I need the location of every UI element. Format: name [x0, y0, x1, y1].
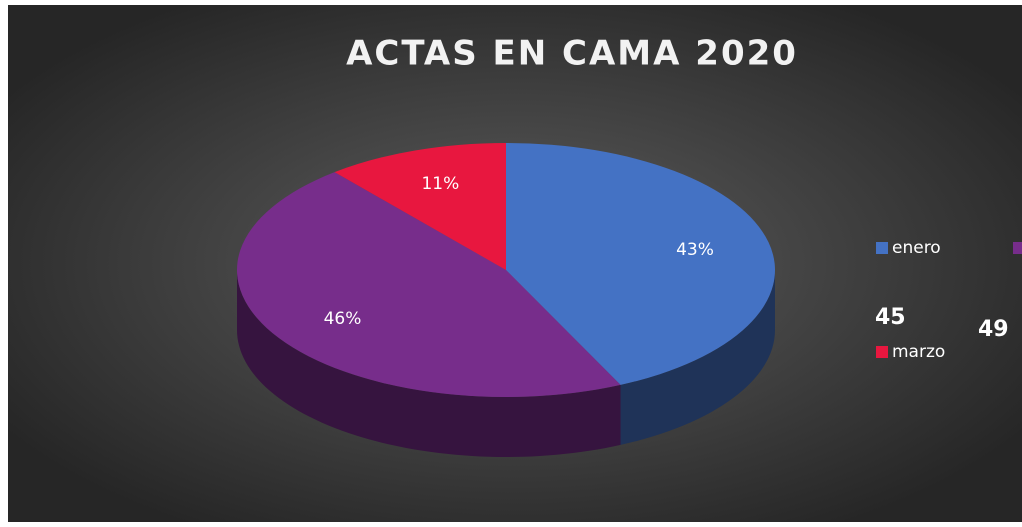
slice	[237, 172, 621, 397]
slice	[334, 143, 506, 270]
annotation: 45	[875, 305, 906, 330]
chart-title: ACTAS EN CAMA 2020	[346, 34, 798, 74]
slice	[506, 143, 775, 385]
slice-side	[620, 270, 775, 445]
legend-swatch	[876, 346, 888, 358]
data-label: 11%	[421, 174, 459, 194]
legend-swatch	[876, 242, 888, 254]
legend-swatch	[1013, 242, 1022, 254]
slice-side	[237, 270, 621, 457]
legend-label: marzo	[892, 342, 945, 362]
data-label: 46%	[324, 309, 362, 329]
data-label: 43%	[676, 240, 714, 260]
legend-label: enero	[892, 238, 941, 258]
annotation: 49	[978, 317, 1009, 342]
